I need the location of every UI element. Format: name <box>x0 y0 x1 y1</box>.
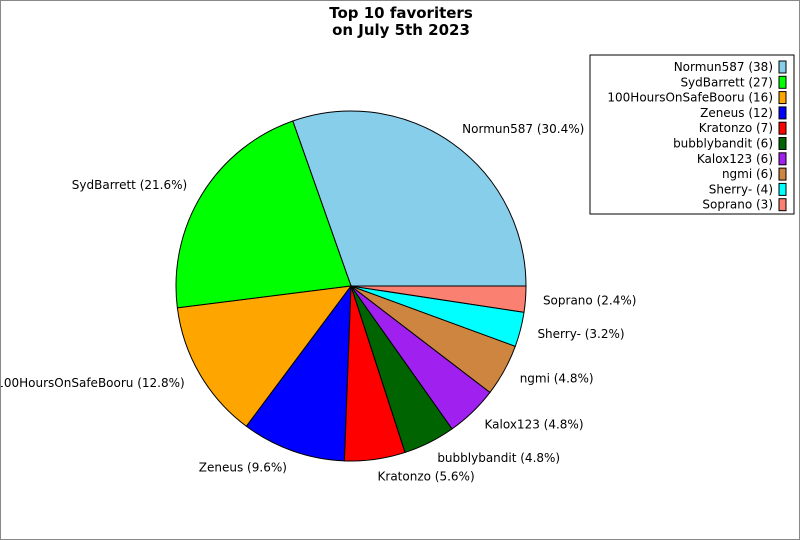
slice-label: bubblybandit (4.8%) <box>437 451 560 465</box>
chart-title-line-2: on July 5th 2023 <box>332 21 470 39</box>
slice-label: Kratonzo (5.6%) <box>378 470 475 484</box>
legend-entry-label: Normun587 (38) <box>674 60 773 74</box>
legend-swatch <box>778 75 787 89</box>
slice-label: Sherry- (3.2%) <box>537 327 624 341</box>
slice-label: ngmi (4.8%) <box>520 372 594 386</box>
legend-entry-label: SydBarrett (27) <box>680 75 773 89</box>
slice-label: Zeneus (9.6%) <box>199 461 287 475</box>
legend-swatch <box>778 106 787 120</box>
pie-slice-soprano <box>350 285 527 313</box>
slice-label: Kalox123 (4.8%) <box>485 418 584 432</box>
pie-slice-sydbarrett <box>175 120 352 309</box>
slice-label: Normun587 (30.4%) <box>462 122 584 136</box>
legend-entry-label: Kratonzo (7) <box>699 121 773 135</box>
legend-swatch <box>778 152 787 166</box>
legend-entry-label: Zeneus (12) <box>700 106 773 120</box>
legend: Normun587 (38)SydBarrett (27) 100HoursOnS… <box>589 54 795 215</box>
legend-swatch <box>778 167 787 181</box>
legend-entry-label: Soprano (3) <box>702 198 773 212</box>
chart-title-line-1: Top 10 favoriters <box>329 4 473 22</box>
slice-label: SydBarrett (21.6%) <box>72 178 187 192</box>
legend-entry-label: 100HoursOnSafeBooru (16) <box>607 91 773 105</box>
legend-entry-label: bubblybandit (6) <box>673 137 773 151</box>
slice-label: Soprano (2.4%) <box>543 294 636 308</box>
legend-swatch <box>778 121 787 135</box>
legend-swatch <box>778 182 787 196</box>
pie-slice-100hoursonsafebooru <box>176 285 353 427</box>
legend-swatch <box>778 198 787 212</box>
pie-slice-normun587 <box>292 110 527 287</box>
legend-entry-label: Kalox123 (6) <box>697 152 773 166</box>
legend-entry-label: ngmi (6) <box>722 167 773 181</box>
slice-label: 100HoursOnSafeBooru (12.8%) <box>1 376 185 390</box>
legend-swatch <box>778 60 787 74</box>
legend-frame <box>589 54 795 215</box>
legend-entry-label: Sherry- (4) <box>709 182 773 196</box>
pie-slice-zeneus <box>245 284 352 462</box>
legend-swatch <box>778 91 787 105</box>
legend-swatch <box>778 137 787 150</box>
